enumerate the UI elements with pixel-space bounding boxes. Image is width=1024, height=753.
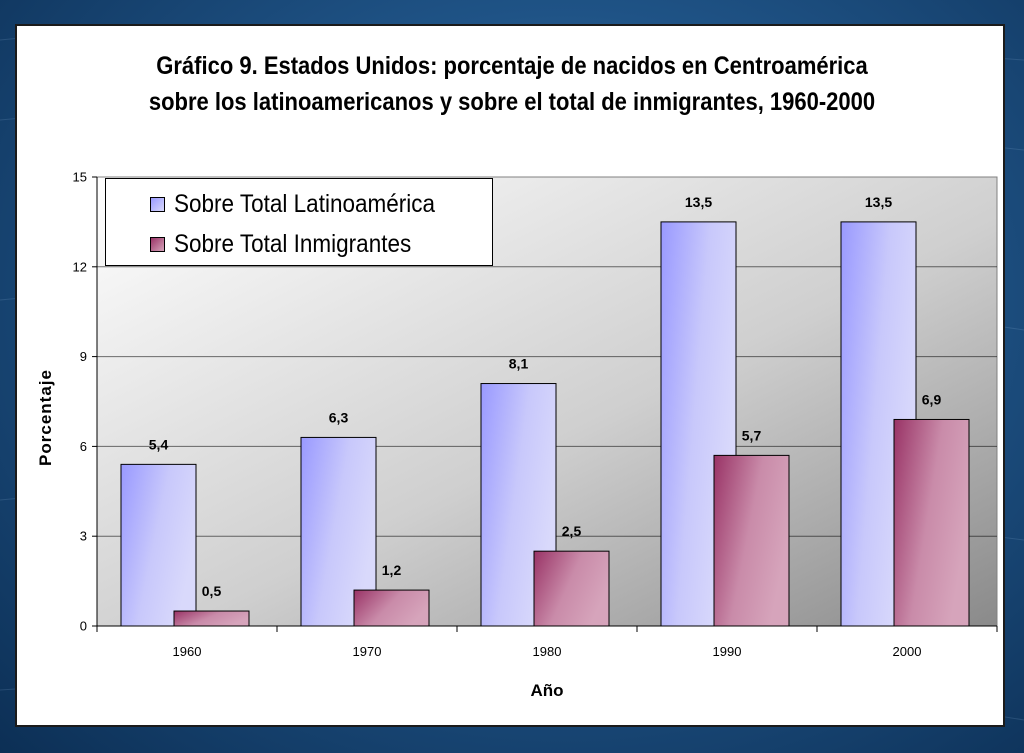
chart-frame: Gráfico 9. Estados Unidos: porcentaje de… <box>15 24 1005 727</box>
legend-item-latinoamerica: Sobre Total Latinoamérica <box>150 187 464 221</box>
bar-s1-1960 <box>173 610 250 627</box>
x-tick-label-1960: 1960 <box>173 644 202 659</box>
data-label-s0-1960: 5,4 <box>149 436 169 452</box>
chart-title-line-2: sobre los latinoamericanos y sobre el to… <box>148 88 876 116</box>
legend-swatch-inmigrantes <box>150 236 165 252</box>
bar-s1-1970 <box>353 589 430 627</box>
y-tick-label-9: 9 <box>80 349 87 364</box>
legend-swatch-latinoamerica <box>150 196 165 212</box>
legend-label-inmigrantes: Sobre Total Inmigrantes <box>174 229 412 258</box>
chart-title-line-1: Gráfico 9. Estados Unidos: porcentaje de… <box>156 52 868 80</box>
bar-chart: 0 3 6 9 12 15 5,4 0,5 1960 6,3 1,2 1970 8,1 2,5 1980 13… <box>36 170 998 700</box>
bar-s1-2000 <box>893 418 970 627</box>
x-tick-label-2000: 2000 <box>893 644 922 659</box>
data-label-s1-1980: 2,5 <box>562 523 582 539</box>
bar-s0-1960 <box>120 463 197 627</box>
chart-title: Gráfico 9. Estados Unidos: porcentaje de… <box>76 48 947 120</box>
x-tick-label-1970: 1970 <box>353 644 382 659</box>
data-label-s0-1980: 8,1 <box>509 356 529 372</box>
x-axis-title: Año <box>530 681 563 700</box>
bar-s1-1990 <box>713 454 790 627</box>
y-tick-label-0: 0 <box>80 619 87 634</box>
legend-label-latinoamerica: Sobre Total Latinoamérica <box>174 189 435 218</box>
y-tick-label-6: 6 <box>80 439 87 454</box>
y-tick-label-15: 15 <box>73 170 87 185</box>
data-label-s0-1990: 13,5 <box>685 194 712 210</box>
x-tick-label-1990: 1990 <box>713 644 742 659</box>
bar-s1-1980 <box>533 550 610 627</box>
legend-item-inmigrantes: Sobre Total Inmigrantes <box>150 227 438 261</box>
chart-legend: Sobre Total Latinoamérica Sobre Total In… <box>105 178 493 266</box>
y-tick-label-12: 12 <box>73 259 87 274</box>
data-label-s1-1970: 1,2 <box>382 562 402 578</box>
data-label-s1-2000: 6,9 <box>922 391 942 407</box>
data-label-s1-1960: 0,5 <box>202 583 222 599</box>
data-label-s1-1990: 5,7 <box>742 427 762 443</box>
x-tick-label-1980: 1980 <box>533 644 562 659</box>
data-label-s0-1970: 6,3 <box>329 409 349 425</box>
bar-s0-1980 <box>480 383 557 627</box>
y-tick-label-3: 3 <box>80 529 87 544</box>
data-label-s0-2000: 13,5 <box>865 194 892 210</box>
y-axis-title: Porcentaje <box>36 369 55 466</box>
